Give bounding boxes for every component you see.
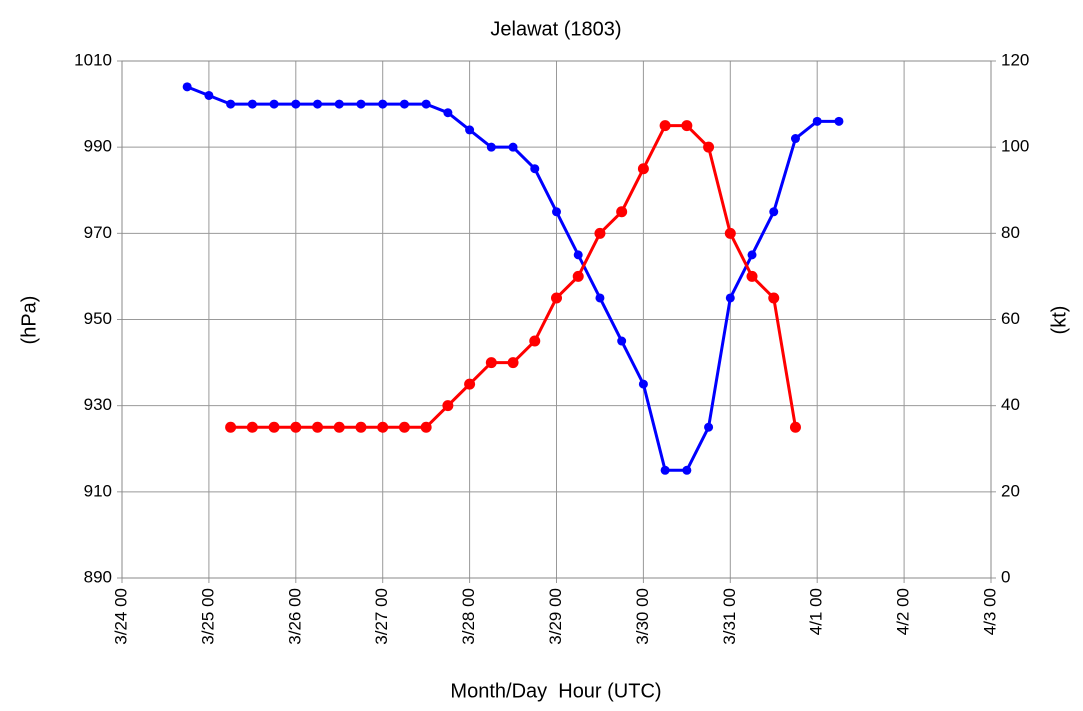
series-marker [486, 142, 496, 152]
series-marker [333, 421, 345, 433]
series-marker [182, 82, 192, 92]
series-marker [834, 116, 844, 126]
series-marker [637, 163, 649, 175]
series-marker [377, 421, 389, 433]
series-line [230, 124, 797, 429]
chart-title: Jelawat (1803) [490, 18, 621, 40]
series-marker [552, 207, 561, 217]
y2-tick-label: 120 [1001, 50, 1029, 69]
x-tick-label: 4/1 00 [807, 588, 826, 635]
series-marker [594, 227, 606, 239]
y-tick-label: 950 [84, 309, 112, 328]
series-marker [225, 421, 237, 433]
series-marker [421, 99, 431, 109]
series-marker [660, 465, 670, 475]
series-marker [378, 99, 388, 109]
series-marker [724, 227, 736, 239]
series-marker [269, 99, 279, 109]
y-tick-label: 990 [84, 137, 112, 156]
y-axis-label: (hPa) [18, 296, 40, 345]
series-marker [812, 116, 822, 126]
y2-tick-label: 100 [1001, 137, 1029, 156]
y2-tick-label: 0 [1001, 567, 1010, 586]
series-marker [442, 400, 454, 412]
series-marker [226, 99, 236, 109]
x-tick-label: 3/25 00 [198, 588, 217, 645]
plot-frame [121, 60, 992, 579]
y-tick-label: 1010 [74, 50, 112, 69]
series-marker [420, 421, 432, 433]
series-marker [725, 293, 735, 303]
series-marker [789, 421, 801, 433]
series-marker [246, 421, 258, 433]
series-marker [617, 336, 627, 346]
series-marker [768, 292, 780, 304]
series-marker [746, 270, 758, 282]
series-marker [268, 421, 280, 433]
series-marker [398, 421, 410, 433]
series-marker [572, 270, 584, 282]
series-marker [769, 207, 779, 217]
series-marker [529, 335, 541, 347]
y2-tick-label: 80 [1001, 223, 1020, 242]
x-tick-label: 4/3 00 [980, 588, 999, 635]
y-tick-label: 910 [84, 481, 112, 500]
series-marker [704, 422, 714, 432]
x-tick-label: 3/30 00 [633, 588, 652, 645]
series-marker [465, 125, 475, 135]
series-marker [485, 357, 497, 369]
y2-tick-label: 60 [1001, 309, 1020, 328]
series-marker [443, 108, 453, 118]
series-marker [530, 164, 540, 174]
y2-tick-label: 20 [1001, 481, 1020, 500]
x-tick-label: 3/27 00 [372, 588, 391, 645]
y2-axis-label: (kt) [1048, 306, 1070, 335]
series-marker [247, 99, 257, 109]
y-tick-label: 930 [84, 395, 112, 414]
series-marker [334, 99, 344, 109]
series-marker [464, 378, 476, 390]
series-marker [616, 206, 628, 218]
series-marker [204, 90, 214, 100]
x-tick-label: 3/24 00 [111, 588, 130, 645]
x-tick-label: 3/28 00 [459, 588, 478, 645]
x-axis-label: Month/Day Hour (UTC) [450, 680, 661, 702]
x-tick-label: 3/26 00 [285, 588, 304, 645]
series-marker [507, 357, 519, 369]
x-tick-label: 4/2 00 [894, 588, 913, 635]
series-marker [573, 250, 583, 260]
series-marker [290, 421, 302, 433]
series-marker [312, 421, 324, 433]
series-marker [682, 465, 692, 475]
series-marker [659, 120, 671, 132]
series-marker [551, 292, 562, 304]
x-tick-label: 3/29 00 [546, 588, 565, 645]
series-marker [399, 99, 409, 109]
series-marker [595, 293, 605, 303]
series-marker [355, 421, 367, 433]
series-marker [747, 250, 757, 260]
y-tick-label: 970 [84, 223, 112, 242]
series-marker [790, 134, 800, 144]
y2-tick-label: 40 [1001, 395, 1020, 414]
series-marker [291, 99, 301, 109]
series-marker [703, 141, 715, 153]
series-marker [508, 142, 518, 152]
series-marker [638, 379, 648, 389]
series-marker [681, 120, 693, 132]
x-tick-label: 3/31 00 [720, 588, 739, 645]
y-tick-label: 890 [84, 567, 112, 586]
series-marker [313, 99, 323, 109]
series-marker [356, 99, 366, 109]
